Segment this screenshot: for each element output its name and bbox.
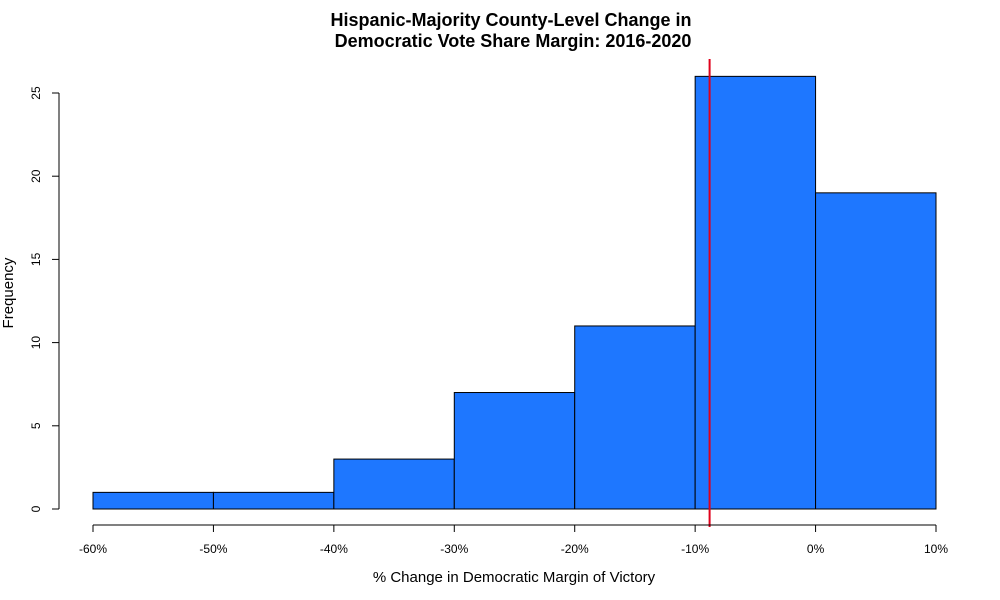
histogram-bar-5 (694, 75, 817, 510)
y-tick-label: 15 (29, 252, 43, 266)
x-axis: -60% -50% -40% -30% -20% -10% 0% 10% (79, 524, 948, 556)
y-tick-label: 20 (29, 169, 43, 183)
x-axis-title: % Change in Democratic Margin of Victory (373, 569, 656, 586)
histogram-bars (92, 75, 937, 510)
x-tick-label: -10% (681, 542, 709, 556)
y-tick-label: 5 (29, 422, 43, 429)
x-tick-label: -60% (79, 542, 107, 556)
chart-title-line-1: Hispanic-Majority County-Level Change in (330, 10, 691, 30)
y-tick-label: 0 (29, 505, 43, 512)
x-tick-label: -20% (561, 542, 589, 556)
x-tick-label: -30% (440, 542, 468, 556)
histogram-bar-0 (92, 491, 214, 510)
histogram-bar-1 (212, 491, 335, 510)
histogram-bar-3 (453, 392, 576, 510)
histogram-bar-2 (333, 458, 455, 510)
histogram-bar-6 (815, 192, 937, 510)
histogram-bar-4 (574, 325, 696, 510)
x-tick-label: 0% (807, 542, 825, 556)
chart-title-line-2: Democratic Vote Share Margin: 2016-2020 (335, 31, 692, 51)
y-tick-label: 25 (29, 86, 43, 100)
y-axis: 0 5 10 15 20 25 (29, 86, 60, 512)
x-tick-label: -40% (320, 542, 348, 556)
x-tick-label: -50% (199, 542, 227, 556)
y-tick-label: 10 (29, 336, 43, 350)
x-tick-label: 10% (924, 542, 948, 556)
y-axis-title: Frequency (0, 257, 17, 328)
